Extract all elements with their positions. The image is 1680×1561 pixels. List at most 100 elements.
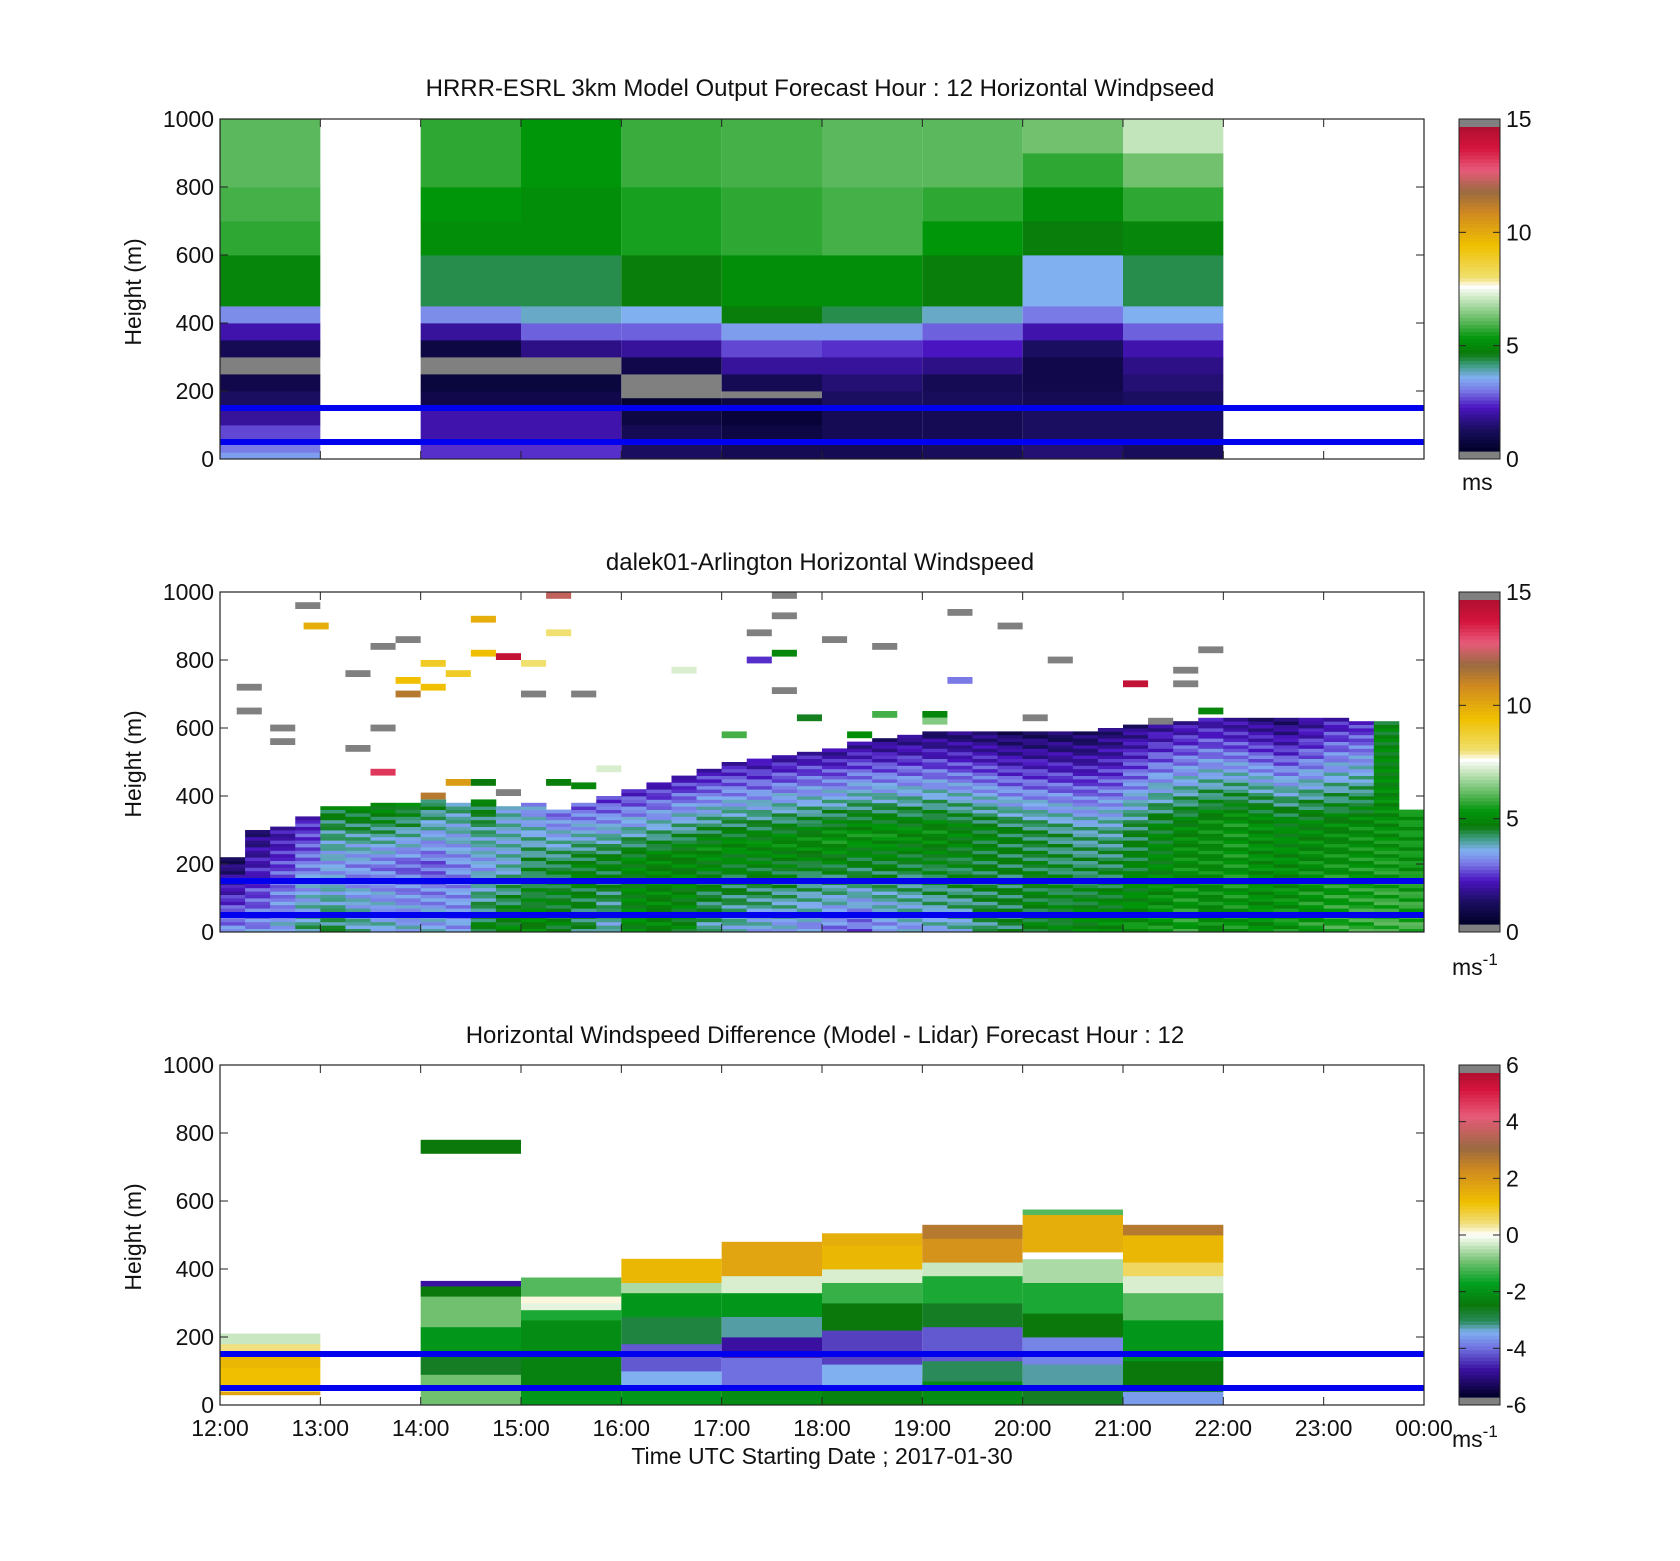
- colorbar-cell: [1459, 1217, 1500, 1222]
- heatmap-cell: [370, 816, 396, 821]
- heatmap-cell: [1148, 840, 1174, 844]
- heatmap-cell: [445, 928, 472, 933]
- heatmap-cell: [721, 850, 748, 855]
- heatmap-cell: [420, 792, 446, 800]
- heatmap-cell: [796, 714, 822, 722]
- heatmap-cell: [1373, 792, 1400, 797]
- heatmap-cell: [997, 738, 1024, 742]
- heatmap-cell: [721, 860, 748, 865]
- heatmap-cell: [1173, 836, 1199, 841]
- heatmap-cell: [1047, 860, 1074, 865]
- heatmap-cell: [1123, 1235, 1224, 1263]
- heatmap-cell: [470, 928, 497, 933]
- heatmap-cell: [696, 796, 723, 800]
- colorbar-cell: [1459, 310, 1500, 315]
- heatmap-cell: [1248, 782, 1274, 787]
- heatmap-cell: [220, 904, 246, 909]
- heatmap-cell: [922, 1360, 1023, 1382]
- heatmap-cell: [1123, 187, 1224, 222]
- heatmap-cell: [1398, 894, 1425, 899]
- heatmap-cell: [947, 745, 973, 749]
- heatmap-cell: [972, 891, 998, 895]
- heatmap-cell: [1047, 857, 1074, 861]
- heatmap-cell: [1123, 734, 1149, 739]
- heatmap-cell: [1022, 357, 1123, 375]
- colorbar-cell: [1459, 357, 1500, 362]
- heatmap-cell: [1148, 864, 1174, 868]
- heatmap-cell: [922, 792, 948, 797]
- colorbar-cell: [1459, 389, 1500, 394]
- heatmap-cell: [1072, 833, 1099, 838]
- heatmap-cell: [220, 391, 321, 409]
- heatmap-cell: [1298, 884, 1325, 889]
- heatmap-cell: [1022, 762, 1049, 766]
- heatmap-cell: [1022, 918, 1049, 923]
- heatmap-cell: [671, 816, 697, 821]
- heatmap-cell: [370, 894, 396, 899]
- heatmap-cell: [1072, 823, 1099, 827]
- heatmap-cell: [1173, 734, 1199, 739]
- heatmap-cell: [822, 850, 848, 855]
- heatmap-cell: [1123, 323, 1224, 341]
- heatmap-cell: [1198, 731, 1224, 736]
- heatmap-cell: [721, 874, 748, 878]
- colorbar-cell: [1459, 769, 1500, 774]
- heatmap-cell: [972, 887, 998, 892]
- heatmap-cell: [621, 306, 722, 324]
- heatmap-cell: [1148, 867, 1174, 872]
- heatmap-cell: [1173, 908, 1199, 912]
- heatmap-cell: [546, 894, 572, 899]
- heatmap-cell: [721, 809, 748, 814]
- heatmap-cell: [746, 816, 773, 821]
- heatmap-cell: [1097, 758, 1124, 763]
- heatmap-cell: [1148, 751, 1174, 756]
- heatmap-cell: [872, 887, 898, 892]
- colorbar-cell: [1459, 296, 1500, 301]
- colorbar-cell: [1459, 787, 1500, 792]
- heatmap-cell: [1248, 721, 1274, 725]
- heatmap-cell: [947, 755, 973, 759]
- heatmap-cell: [1198, 768, 1224, 773]
- heatmap-cell: [822, 1233, 923, 1246]
- heatmap-cell: [1198, 874, 1224, 878]
- heatmap-cell: [1198, 707, 1224, 715]
- heatmap-cell: [1373, 765, 1400, 770]
- heatmap-cell: [495, 823, 522, 827]
- heatmap-cell: [947, 762, 973, 766]
- heatmap-cell: [320, 925, 346, 929]
- heatmap-cell: [1223, 751, 1249, 756]
- colorbar-cell: [1459, 202, 1500, 207]
- heatmap-cell: [1148, 884, 1174, 889]
- heatmap-cell: [1072, 796, 1099, 800]
- heatmap-cell: [1248, 809, 1274, 814]
- heatmap-cell: [1148, 762, 1174, 766]
- heatmap-cell: [470, 850, 497, 855]
- heatmap-cell: [1173, 860, 1199, 865]
- colorbar-tick-label: 15: [1506, 106, 1532, 132]
- colorbar-cell: [1459, 271, 1500, 276]
- heatmap-cell: [1072, 908, 1099, 912]
- heatmap-cell: [1248, 874, 1274, 878]
- heatmap-cell: [1398, 898, 1425, 902]
- heatmap-cell: [1022, 755, 1049, 759]
- heatmap-cell: [822, 755, 848, 759]
- heatmap-cell: [521, 442, 622, 460]
- colorbar-tick-label: 0: [1506, 446, 1519, 472]
- heatmap-cell: [897, 874, 923, 878]
- heatmap-cell: [320, 826, 346, 831]
- heatmap-cell: [1298, 901, 1325, 906]
- heatmap-cell: [320, 847, 346, 851]
- heatmap-cell: [796, 843, 823, 848]
- heatmap-cell: [546, 850, 572, 855]
- heatmap-cell: [671, 809, 697, 814]
- heatmap-cell: [1123, 908, 1149, 912]
- colorbar-cell: [1459, 819, 1500, 824]
- heatmap-cell: [947, 826, 973, 831]
- heatmap-cell: [1022, 867, 1049, 872]
- heatmap-cell: [696, 792, 723, 797]
- heatmap-cell: [872, 833, 898, 838]
- heatmap-cell: [1348, 830, 1375, 834]
- heatmap-cell: [746, 928, 773, 933]
